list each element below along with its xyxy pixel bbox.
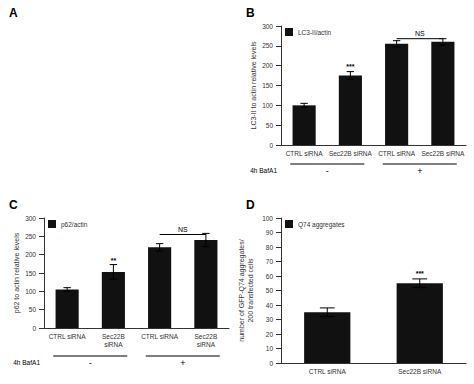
svg-text:D: D <box>246 198 255 212</box>
svg-text:30: 30 <box>266 316 274 323</box>
svg-text:CTRL siRNA: CTRL siRNA <box>378 150 416 157</box>
svg-text:number of GFP-Q74 aggregates/: number of GFP-Q74 aggregates/ <box>238 239 246 341</box>
svg-text:Q74 aggregates: Q74 aggregates <box>298 221 345 229</box>
svg-text:-: - <box>326 166 329 176</box>
svg-text:50: 50 <box>266 122 274 129</box>
svg-text:70: 70 <box>266 258 274 265</box>
svg-text:***: *** <box>416 270 424 277</box>
svg-text:CTRL siRNA: CTRL siRNA <box>141 333 179 340</box>
svg-text:LC3-II to actin relative level: LC3-II to actin relative levels <box>250 41 257 129</box>
svg-text:CTRL siRNA: CTRL siRNA <box>286 150 324 157</box>
svg-text:50: 50 <box>29 306 37 313</box>
svg-text:90: 90 <box>266 229 274 236</box>
svg-text:-: - <box>89 358 92 368</box>
svg-text:50: 50 <box>266 287 274 294</box>
svg-text:+: + <box>417 166 422 176</box>
svg-text:Sec22B siRNA: Sec22B siRNA <box>329 150 373 157</box>
svg-text:CTRL siRNA: CTRL siRNA <box>49 333 87 340</box>
svg-text:Sec22B: Sec22B <box>102 333 125 340</box>
svg-text:C: C <box>9 198 18 212</box>
svg-text:LC3-II/actin: LC3-II/actin <box>298 29 332 36</box>
svg-text:siRNA: siRNA <box>197 341 216 348</box>
svg-text:CTRL siRNA: CTRL siRNA <box>309 368 347 375</box>
svg-text:p62/actin: p62/actin <box>61 221 88 229</box>
svg-text:300: 300 <box>25 215 36 222</box>
svg-text:0: 0 <box>269 142 273 149</box>
svg-text:250: 250 <box>262 42 273 49</box>
svg-text:100: 100 <box>262 215 273 222</box>
svg-text:***: *** <box>346 63 354 70</box>
svg-text:NS: NS <box>178 226 188 233</box>
svg-text:+: + <box>180 358 185 368</box>
svg-text:20: 20 <box>266 331 274 338</box>
svg-text:Sec22B: Sec22B <box>194 333 217 340</box>
svg-text:100: 100 <box>262 102 273 109</box>
svg-text:siRNA: siRNA <box>104 341 123 348</box>
svg-text:NS: NS <box>415 30 425 37</box>
svg-text:10: 10 <box>266 345 274 352</box>
svg-text:Sec22B siRNA: Sec22B siRNA <box>398 368 442 375</box>
svg-text:B: B <box>246 6 255 20</box>
svg-text:60: 60 <box>266 273 274 280</box>
svg-text:**: ** <box>111 257 117 264</box>
svg-text:150: 150 <box>262 82 273 89</box>
svg-text:Sec22B siRNA: Sec22B siRNA <box>421 150 465 157</box>
svg-text:200: 200 <box>262 62 273 69</box>
svg-text:100: 100 <box>25 288 36 295</box>
svg-text:300: 300 <box>262 23 273 30</box>
svg-text:0: 0 <box>269 360 273 367</box>
svg-text:4h BafA1: 4h BafA1 <box>250 167 277 174</box>
svg-text:200: 200 <box>25 251 36 258</box>
svg-text:0: 0 <box>32 325 36 332</box>
svg-text:A: A <box>9 6 18 20</box>
svg-text:150: 150 <box>25 270 36 277</box>
svg-text:40: 40 <box>266 302 274 309</box>
svg-text:250: 250 <box>25 233 36 240</box>
svg-text:p62 to actin relative levels: p62 to actin relative levels <box>13 232 21 313</box>
svg-text:80: 80 <box>266 244 274 251</box>
svg-text:200 transfected cells: 200 transfected cells <box>247 258 254 323</box>
svg-text:4h BafA1: 4h BafA1 <box>13 359 40 366</box>
